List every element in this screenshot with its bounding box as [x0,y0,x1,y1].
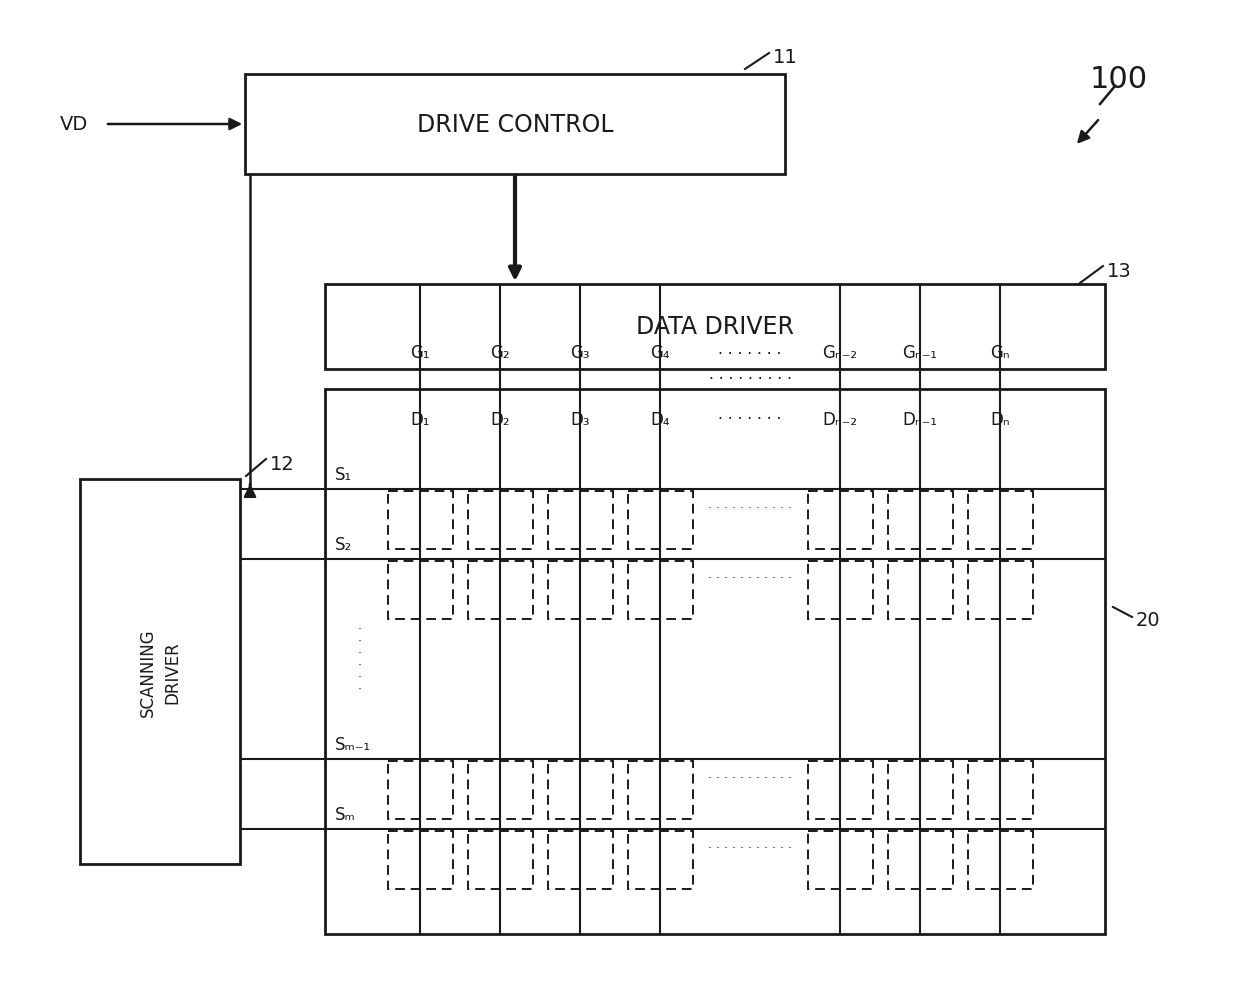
Text: · · · · · · · · · · ·: · · · · · · · · · · · [708,841,792,854]
Bar [807,831,873,889]
Bar [325,284,1105,370]
Text: D₂: D₂ [490,411,510,428]
Text: 13: 13 [1107,261,1132,280]
Text: ·
·
·
·
·: · · · · · [918,627,923,692]
Text: · · · · · · · · · · ·: · · · · · · · · · · · [708,571,792,583]
Bar [467,831,532,889]
Bar [387,831,453,889]
Bar [627,831,692,889]
Text: ·
·
·
·
·: · · · · · [578,627,582,692]
Text: Sₘ: Sₘ [335,805,356,823]
Text: ·
·
·
·
·: · · · · · [658,627,662,692]
Text: G₁: G₁ [410,344,430,362]
Text: Gₙ₋₁: Gₙ₋₁ [903,344,937,362]
Bar [967,491,1033,550]
Bar [807,562,873,619]
Bar [548,831,613,889]
Bar [467,761,532,819]
Text: ·
·
·
·
·: · · · · · [418,627,422,692]
Text: 20: 20 [1136,610,1161,629]
Text: SCANNING
DRIVER: SCANNING DRIVER [139,627,181,716]
Text: DRIVE CONTROL: DRIVE CONTROL [417,113,614,137]
Bar [387,491,453,550]
Text: D₃: D₃ [570,411,590,428]
Bar [967,761,1033,819]
Bar [627,562,692,619]
Text: Dₙ₋₂: Dₙ₋₂ [822,411,858,428]
Text: G₂: G₂ [490,344,510,362]
Bar [467,562,532,619]
Bar [246,75,785,175]
Bar [627,761,692,819]
Bar [888,831,952,889]
Text: VD: VD [60,115,88,134]
Text: · · · · · · ·: · · · · · · · [718,347,781,362]
Text: D₁: D₁ [410,411,430,428]
Text: 12: 12 [270,454,295,473]
Text: ·
·
·
·
·: · · · · · [838,627,842,692]
Text: · · · · · · · · · · ·: · · · · · · · · · · · [708,770,792,783]
Text: S₂: S₂ [335,536,352,554]
Bar [467,491,532,550]
Bar [967,831,1033,889]
Text: · · · · · · · · · · ·: · · · · · · · · · · · [708,501,792,514]
Text: ·
·
·: · · · [998,649,1002,690]
Bar [967,562,1033,619]
Bar [548,562,613,619]
Bar [387,761,453,819]
Text: Dₙ: Dₙ [991,411,1009,428]
Text: ·
·
·: · · · [838,649,842,690]
Text: 100: 100 [1090,65,1148,93]
Bar [627,491,692,550]
Text: · · · · · · · · ·: · · · · · · · · · [708,372,791,387]
Bar [387,562,453,619]
Text: Gₙ: Gₙ [991,344,1009,362]
Text: ·
·
·
·
·: · · · · · [498,627,502,692]
Text: ·
·
·
·
·: · · · · · [998,627,1002,692]
Bar [807,761,873,819]
Text: ·
·
·: · · · [918,649,923,690]
Text: G₄: G₄ [650,344,670,362]
Bar [888,491,952,550]
Text: Dₙ₋₁: Dₙ₋₁ [903,411,937,428]
Bar [548,761,613,819]
Text: DATA DRIVER: DATA DRIVER [636,315,794,339]
Bar [81,479,241,864]
Bar [325,390,1105,934]
Text: 11: 11 [773,48,797,67]
Text: G₃: G₃ [570,344,590,362]
Bar [888,562,952,619]
Text: S₁: S₁ [335,465,352,483]
Bar [807,491,873,550]
Text: Gₙ₋₂: Gₙ₋₂ [822,344,858,362]
Text: D₄: D₄ [650,411,670,428]
Bar [888,761,952,819]
Text: Sₘ₋₁: Sₘ₋₁ [335,736,371,753]
Text: ·
·
·
·
·
·: · · · · · · [358,623,362,696]
Bar [548,491,613,550]
Text: · · · · · · ·: · · · · · · · [718,413,781,427]
